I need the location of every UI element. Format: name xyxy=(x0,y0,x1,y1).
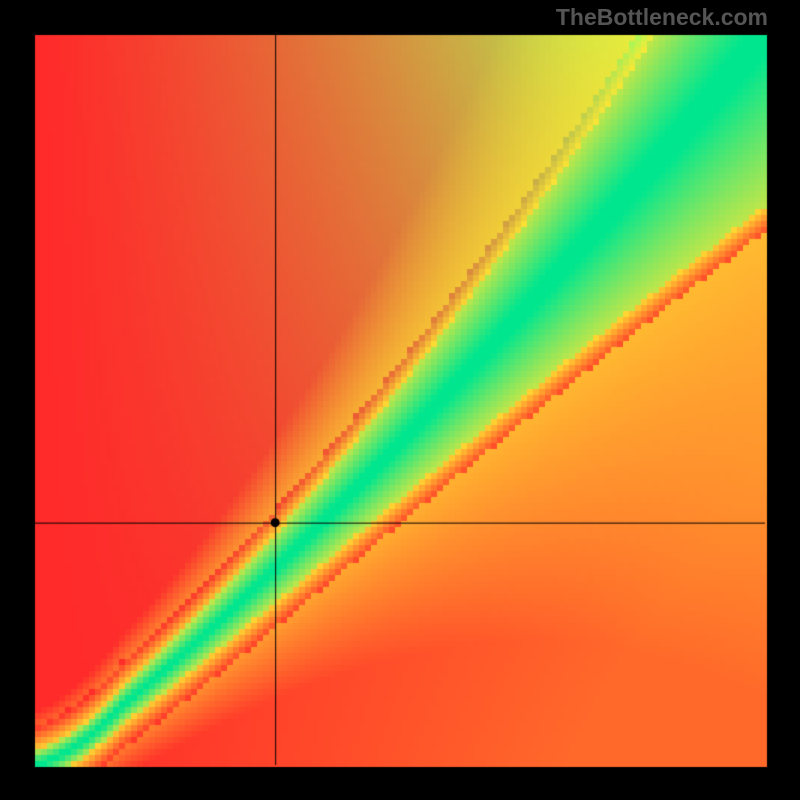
heatmap-canvas xyxy=(0,0,800,800)
watermark-text: TheBottleneck.com xyxy=(556,4,768,31)
chart-container: TheBottleneck.com xyxy=(0,0,800,800)
